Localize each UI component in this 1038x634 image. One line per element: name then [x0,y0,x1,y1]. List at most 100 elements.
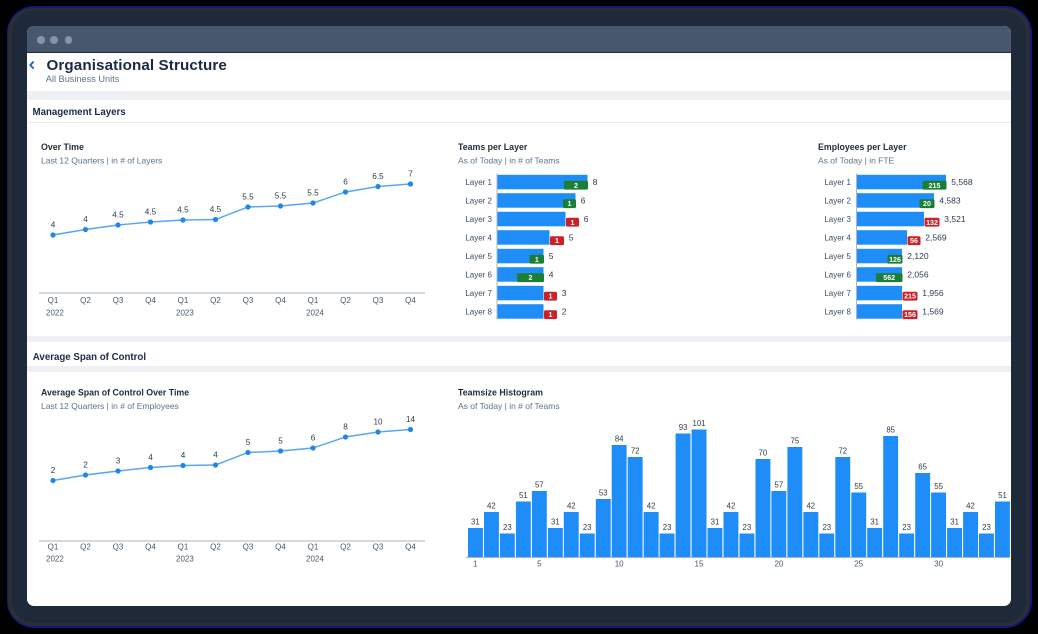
svg-text:Q1: Q1 [48,296,59,305]
svg-text:Layer 3: Layer 3 [824,215,851,224]
svg-text:57: 57 [535,481,544,490]
svg-text:42: 42 [487,502,496,511]
svg-text:5: 5 [246,438,251,447]
svg-text:23: 23 [503,523,512,532]
svg-text:1,569: 1,569 [922,307,944,317]
svg-text:Q2: Q2 [80,543,91,552]
svg-text:4.5: 4.5 [112,211,124,220]
svg-text:5: 5 [569,233,574,243]
svg-text:93: 93 [679,423,688,432]
svg-text:4: 4 [83,215,88,224]
svg-text:2: 2 [562,307,567,317]
svg-text:5,568: 5,568 [951,177,973,187]
svg-text:6: 6 [584,214,589,224]
svg-text:3: 3 [116,457,121,466]
svg-text:31: 31 [551,518,560,527]
svg-text:Q1: Q1 [178,296,189,305]
svg-text:2,056: 2,056 [907,270,929,280]
svg-text:6.5: 6.5 [372,172,384,181]
svg-text:4.5: 4.5 [145,208,157,217]
svg-text:1: 1 [571,219,575,227]
svg-text:Layer 6: Layer 6 [824,270,851,279]
svg-text:Layer 3: Layer 3 [465,215,492,224]
svg-text:7: 7 [408,170,413,179]
svg-text:57: 57 [775,481,784,490]
svg-text:1: 1 [473,560,478,569]
svg-text:Average Span of Control Over T: Average Span of Control Over Time [41,388,189,398]
svg-text:5: 5 [549,251,554,261]
svg-text:20: 20 [774,560,783,569]
svg-text:215: 215 [904,293,916,301]
svg-text:72: 72 [631,447,640,456]
svg-text:Layer 6: Layer 6 [465,270,492,279]
svg-text:5.5: 5.5 [307,189,319,198]
svg-text:As of Today | in FTE: As of Today | in FTE [818,156,895,166]
svg-text:4: 4 [148,453,153,462]
svg-text:Q1: Q1 [178,543,189,552]
svg-text:Over Time: Over Time [41,142,84,152]
svg-text:85: 85 [886,426,895,435]
svg-text:56: 56 [910,237,918,245]
svg-text:132: 132 [926,219,938,227]
svg-text:4: 4 [549,270,554,280]
svg-text:Q3: Q3 [113,296,124,305]
svg-text:Q1: Q1 [308,543,319,552]
svg-text:51: 51 [998,491,1007,500]
svg-text:51: 51 [519,491,528,500]
svg-text:84: 84 [615,435,624,444]
svg-text:156: 156 [904,311,916,319]
svg-text:10: 10 [615,560,624,569]
svg-text:4.5: 4.5 [210,205,222,214]
svg-text:1: 1 [555,237,559,245]
svg-text:Layer 8: Layer 8 [824,307,851,316]
svg-text:4.5: 4.5 [177,206,189,215]
svg-text:Q4: Q4 [405,543,416,552]
svg-text:5: 5 [278,437,283,446]
svg-text:As of Today | in # of Teams: As of Today | in # of Teams [458,156,560,166]
svg-text:31: 31 [711,518,720,527]
svg-text:Q2: Q2 [340,296,351,305]
svg-text:20: 20 [923,200,931,208]
svg-text:1: 1 [568,200,572,208]
svg-text:Q3: Q3 [373,543,384,552]
svg-text:70: 70 [759,449,768,458]
svg-text:5: 5 [537,560,542,569]
svg-text:Teams per Layer: Teams per Layer [458,142,528,152]
svg-text:Layer 2: Layer 2 [465,196,492,205]
svg-text:Layer 4: Layer 4 [824,233,851,242]
svg-text:Layer 4: Layer 4 [465,233,492,242]
svg-text:31: 31 [870,518,879,527]
svg-text:30: 30 [934,560,943,569]
svg-text:2,569: 2,569 [925,233,947,243]
svg-text:Q4: Q4 [405,296,416,305]
svg-text:10: 10 [373,418,383,427]
svg-text:6: 6 [581,196,586,206]
svg-text:1: 1 [549,293,553,301]
svg-text:5.5: 5.5 [242,193,254,202]
svg-text:23: 23 [583,523,592,532]
svg-text:42: 42 [727,502,736,511]
svg-text:Q1: Q1 [48,543,59,552]
svg-text:Q2: Q2 [210,296,221,305]
svg-text:2: 2 [51,466,56,475]
svg-text:55: 55 [934,482,943,491]
svg-text:Last 12 Quarters | in # of Emp: Last 12 Quarters | in # of Employees [41,401,179,411]
svg-text:23: 23 [663,523,672,532]
svg-text:Q4: Q4 [275,543,286,552]
svg-text:31: 31 [471,518,480,527]
svg-text:Layer 8: Layer 8 [465,307,492,316]
svg-text:Layer 7: Layer 7 [465,289,492,298]
svg-text:Layer 7: Layer 7 [824,289,851,298]
svg-text:4: 4 [213,451,218,460]
svg-text:Layer 5: Layer 5 [824,252,851,261]
svg-text:2022: 2022 [46,555,64,564]
svg-text:42: 42 [647,502,656,511]
svg-text:8: 8 [343,423,348,432]
svg-text:23: 23 [902,523,911,532]
svg-text:As of Today | in # of Teams: As of Today | in # of Teams [458,401,560,411]
svg-text:Last 12 Quarters | in # of Lay: Last 12 Quarters | in # of Layers [41,156,162,166]
svg-text:42: 42 [966,502,975,511]
svg-text:2024: 2024 [306,555,324,564]
svg-text:72: 72 [838,447,847,456]
svg-text:2,120: 2,120 [907,251,929,261]
